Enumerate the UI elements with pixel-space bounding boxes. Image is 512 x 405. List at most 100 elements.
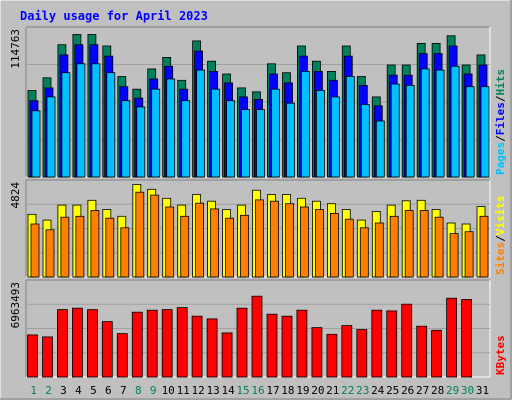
bar-kbytes-day-8	[131, 311, 143, 378]
x-axis-labels: 1 2 3 4 5 6 7 8 9 10 11 12 13 14 15 16 17 18 19 20 21 22 23 24 2…	[30, 384, 489, 397]
x-tick-label: 9	[150, 384, 157, 397]
y-max-label: 114763	[9, 29, 22, 69]
x-tick-label: 18	[281, 384, 294, 397]
bar-kbytes-day-29	[446, 297, 458, 378]
bar-pages-day-1	[31, 110, 41, 178]
bar-sites-day-3	[60, 216, 70, 278]
side-label-hits: Hits	[494, 69, 507, 96]
side-label-separator: /	[494, 135, 507, 142]
bar-pages-day-24	[375, 120, 385, 178]
bar-sites-day-22	[344, 218, 354, 278]
bar-pages-day-30	[465, 86, 475, 178]
bar-pages-day-12	[196, 69, 206, 178]
bar-pages-day-14	[226, 100, 236, 178]
bar-sites-day-20	[314, 209, 324, 278]
bar-pages-day-17	[271, 88, 280, 178]
bar-kbytes-day-16	[251, 295, 263, 378]
bar-kbytes-day-21	[326, 333, 338, 378]
bar-kbytes-day-5	[87, 309, 98, 378]
bar-sites-day-14	[225, 217, 235, 278]
x-tick-label: 23	[356, 384, 369, 397]
x-tick-label: 10	[162, 384, 175, 397]
bar-sites-day-16	[255, 199, 264, 278]
side-label-separator: /	[494, 95, 507, 102]
bar-pages-day-9	[151, 88, 161, 178]
bar-kbytes-day-4	[72, 307, 83, 378]
bar-pages-day-4	[76, 63, 86, 178]
bar-kbytes-day-26	[401, 303, 413, 378]
bar-sites-day-2	[45, 229, 55, 278]
bar-sites-day-10	[165, 206, 175, 278]
bar-pages-day-2	[46, 96, 56, 178]
bars-visits-sites	[27, 184, 489, 278]
bar-kbytes-day-27	[416, 325, 428, 378]
bar-kbytes-day-25	[386, 310, 398, 378]
x-tick-label: 6	[105, 384, 112, 397]
bar-sites-day-5	[90, 210, 100, 278]
x-tick-label: 8	[135, 384, 142, 397]
bar-sites-day-23	[359, 227, 369, 278]
bar-sites-day-17	[270, 200, 279, 278]
x-tick-label: 25	[386, 384, 399, 397]
bar-sites-day-24	[374, 222, 384, 278]
x-tick-label: 30	[461, 384, 474, 397]
x-tick-label: 29	[446, 384, 459, 397]
bar-pages-day-27	[420, 68, 430, 178]
x-tick-label: 15	[236, 384, 249, 397]
x-tick-label: 16	[251, 384, 264, 397]
bar-kbytes-day-1	[27, 334, 38, 378]
bar-sites-day-15	[240, 214, 249, 278]
bar-kbytes-day-23	[356, 329, 368, 378]
chart-title: Daily usage for April 2023	[20, 9, 208, 23]
side-label-visits: Visits	[494, 196, 507, 236]
bar-sites-day-29	[449, 233, 459, 278]
bar-sites-day-28	[434, 216, 444, 278]
bar-kbytes-day-30	[461, 299, 473, 378]
bar-pages-day-6	[106, 72, 116, 178]
bar-pages-day-19	[300, 71, 310, 178]
bar-pages-day-20	[315, 90, 325, 178]
bar-kbytes-day-11	[176, 307, 188, 378]
bar-kbytes-day-3	[57, 309, 68, 378]
bars-kbytes	[27, 295, 473, 378]
x-tick-label: 27	[416, 384, 429, 397]
bar-sites-day-30	[464, 231, 474, 278]
x-tick-label: 22	[341, 384, 354, 397]
bar-sites-day-9	[150, 194, 160, 278]
bar-pages-day-7	[121, 100, 131, 178]
bar-sites-day-25	[389, 215, 399, 278]
bar-sites-day-26	[404, 210, 414, 278]
bar-kbytes-day-19	[296, 309, 308, 378]
x-tick-label: 19	[296, 384, 309, 397]
bar-pages-day-18	[286, 102, 295, 178]
x-tick-label: 31	[476, 384, 489, 397]
x-tick-label: 5	[90, 384, 97, 397]
bar-sites-day-31	[479, 215, 489, 278]
x-tick-label: 12	[191, 384, 204, 397]
side-label-sites: Sites	[494, 242, 507, 275]
bar-kbytes-day-13	[206, 318, 218, 378]
bar-pages-day-25	[390, 83, 400, 178]
bar-sites-day-6	[105, 217, 115, 278]
bar-pages-day-26	[405, 85, 415, 178]
bar-kbytes-day-24	[371, 309, 383, 378]
bar-pages-day-8	[136, 106, 146, 178]
y-max-label: 6963493	[9, 282, 22, 328]
bar-sites-day-1	[30, 223, 40, 278]
side-label-pages: Pages	[494, 142, 507, 175]
x-tick-label: 20	[311, 384, 324, 397]
bar-kbytes-day-17	[266, 313, 278, 378]
bar-sites-day-13	[210, 208, 220, 278]
bar-kbytes-day-12	[191, 315, 203, 378]
y-max-label: 4824	[9, 182, 22, 209]
side-label-separator: /	[494, 235, 507, 242]
bar-kbytes-day-22	[341, 325, 353, 378]
side-label-kbytes: KBytes	[494, 335, 507, 375]
bar-pages-day-29	[450, 65, 460, 178]
bar-sites-day-21	[329, 212, 339, 278]
bar-sites-day-11	[180, 215, 190, 278]
bar-kbytes-day-9	[146, 309, 158, 378]
side-label-kbytes: KBytes	[494, 335, 507, 375]
